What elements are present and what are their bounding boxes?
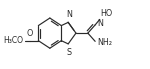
- Text: O: O: [26, 29, 32, 38]
- Text: NH₂: NH₂: [97, 38, 112, 47]
- Text: HO: HO: [101, 10, 113, 18]
- Text: N: N: [66, 10, 72, 19]
- Text: S: S: [67, 48, 72, 57]
- Text: H₃CO: H₃CO: [3, 36, 23, 45]
- Text: N: N: [97, 19, 103, 28]
